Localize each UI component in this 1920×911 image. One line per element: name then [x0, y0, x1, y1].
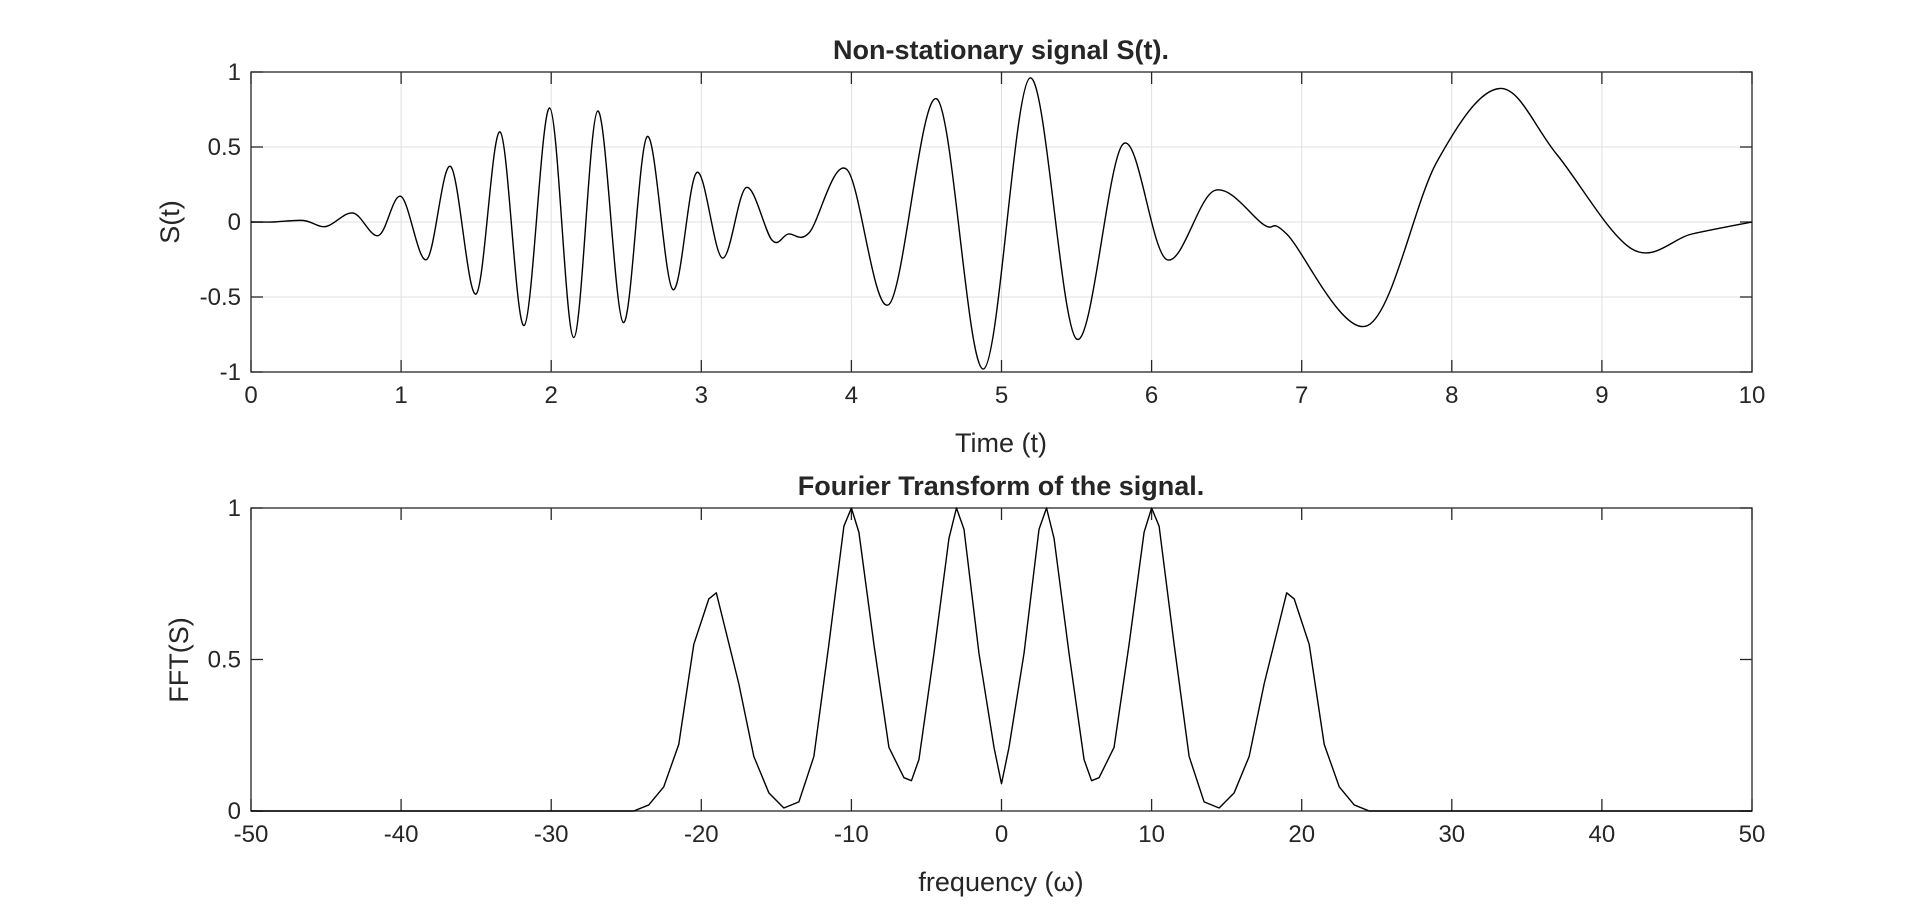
- signal-xtick-label: 7: [1295, 382, 1308, 409]
- signal-xtick-label: 4: [845, 382, 858, 409]
- fft-xtick-label: 10: [1138, 821, 1165, 848]
- fft-subplot: -50 -40 -30 -20 -10 0 10 20 30 40 50 1 0.5 0 Fourier …: [164, 471, 1765, 897]
- signal-xtick-label: 3: [695, 382, 708, 409]
- fft-xtick-label: 20: [1288, 821, 1315, 848]
- signal-ytick-label: -0.5: [200, 284, 241, 311]
- signal-ytick-label: 0: [228, 209, 241, 236]
- signal-ticks: 0 1 2 3 4 5 6 7 8 9 10 1 0.5 0 -0.5 -1: [200, 59, 1766, 409]
- fft-xtick-label: -10: [834, 821, 869, 848]
- fft-line: [251, 507, 1752, 812]
- signal-xtick-label: 9: [1595, 382, 1608, 409]
- fft-ytick-label: 1: [228, 495, 241, 522]
- fft-xtick-label: 30: [1438, 821, 1465, 848]
- fft-xtick-label: 0: [995, 821, 1008, 848]
- signal-ytick-label: -1: [220, 359, 241, 386]
- signal-ytick-label: 0.5: [208, 134, 241, 161]
- signal-xtick-label: 8: [1445, 382, 1458, 409]
- signal-xtick-label: 2: [545, 382, 558, 409]
- signal-ylabel: S(t): [155, 200, 185, 244]
- signal-title: Non-stationary signal S(t).: [833, 35, 1169, 65]
- signal-xtick-label: 10: [1739, 382, 1766, 409]
- signal-xtick-label: 6: [1145, 382, 1158, 409]
- signal-line: [250, 77, 1753, 370]
- fft-ytick-label: 0.5: [208, 647, 241, 674]
- signal-subplot: 0 1 2 3 4 5 6 7 8 9 10 1 0.5 0 -0.5 -1 Non-stationary s…: [155, 35, 1765, 458]
- fft-xtick-label: 50: [1739, 821, 1766, 848]
- fft-xlabel: frequency (ω): [918, 867, 1083, 897]
- fft-xtick-label: -40: [384, 821, 419, 848]
- signal-ytick-label: 1: [228, 59, 241, 86]
- fft-title: Fourier Transform of the signal.: [798, 471, 1205, 501]
- fft-ytick-label: 0: [228, 798, 241, 825]
- fft-plot-area: [250, 507, 1753, 812]
- fft-ticks: -50 -40 -30 -20 -10 0 10 20 30 40 50 1 0.5 0: [208, 495, 1766, 848]
- signal-xtick-label: 5: [995, 382, 1008, 409]
- signal-grid: [251, 72, 1752, 372]
- signal-xlabel: Time (t): [955, 428, 1047, 458]
- fft-xtick-label: 40: [1589, 821, 1616, 848]
- signal-xtick-label: 1: [394, 382, 407, 409]
- fft-xtick-label: -30: [534, 821, 569, 848]
- signal-xtick-label: 0: [244, 382, 257, 409]
- fft-ylabel: FFT(S): [164, 617, 194, 702]
- fft-xtick-label: -50: [234, 821, 269, 848]
- fft-xtick-label: -20: [684, 821, 719, 848]
